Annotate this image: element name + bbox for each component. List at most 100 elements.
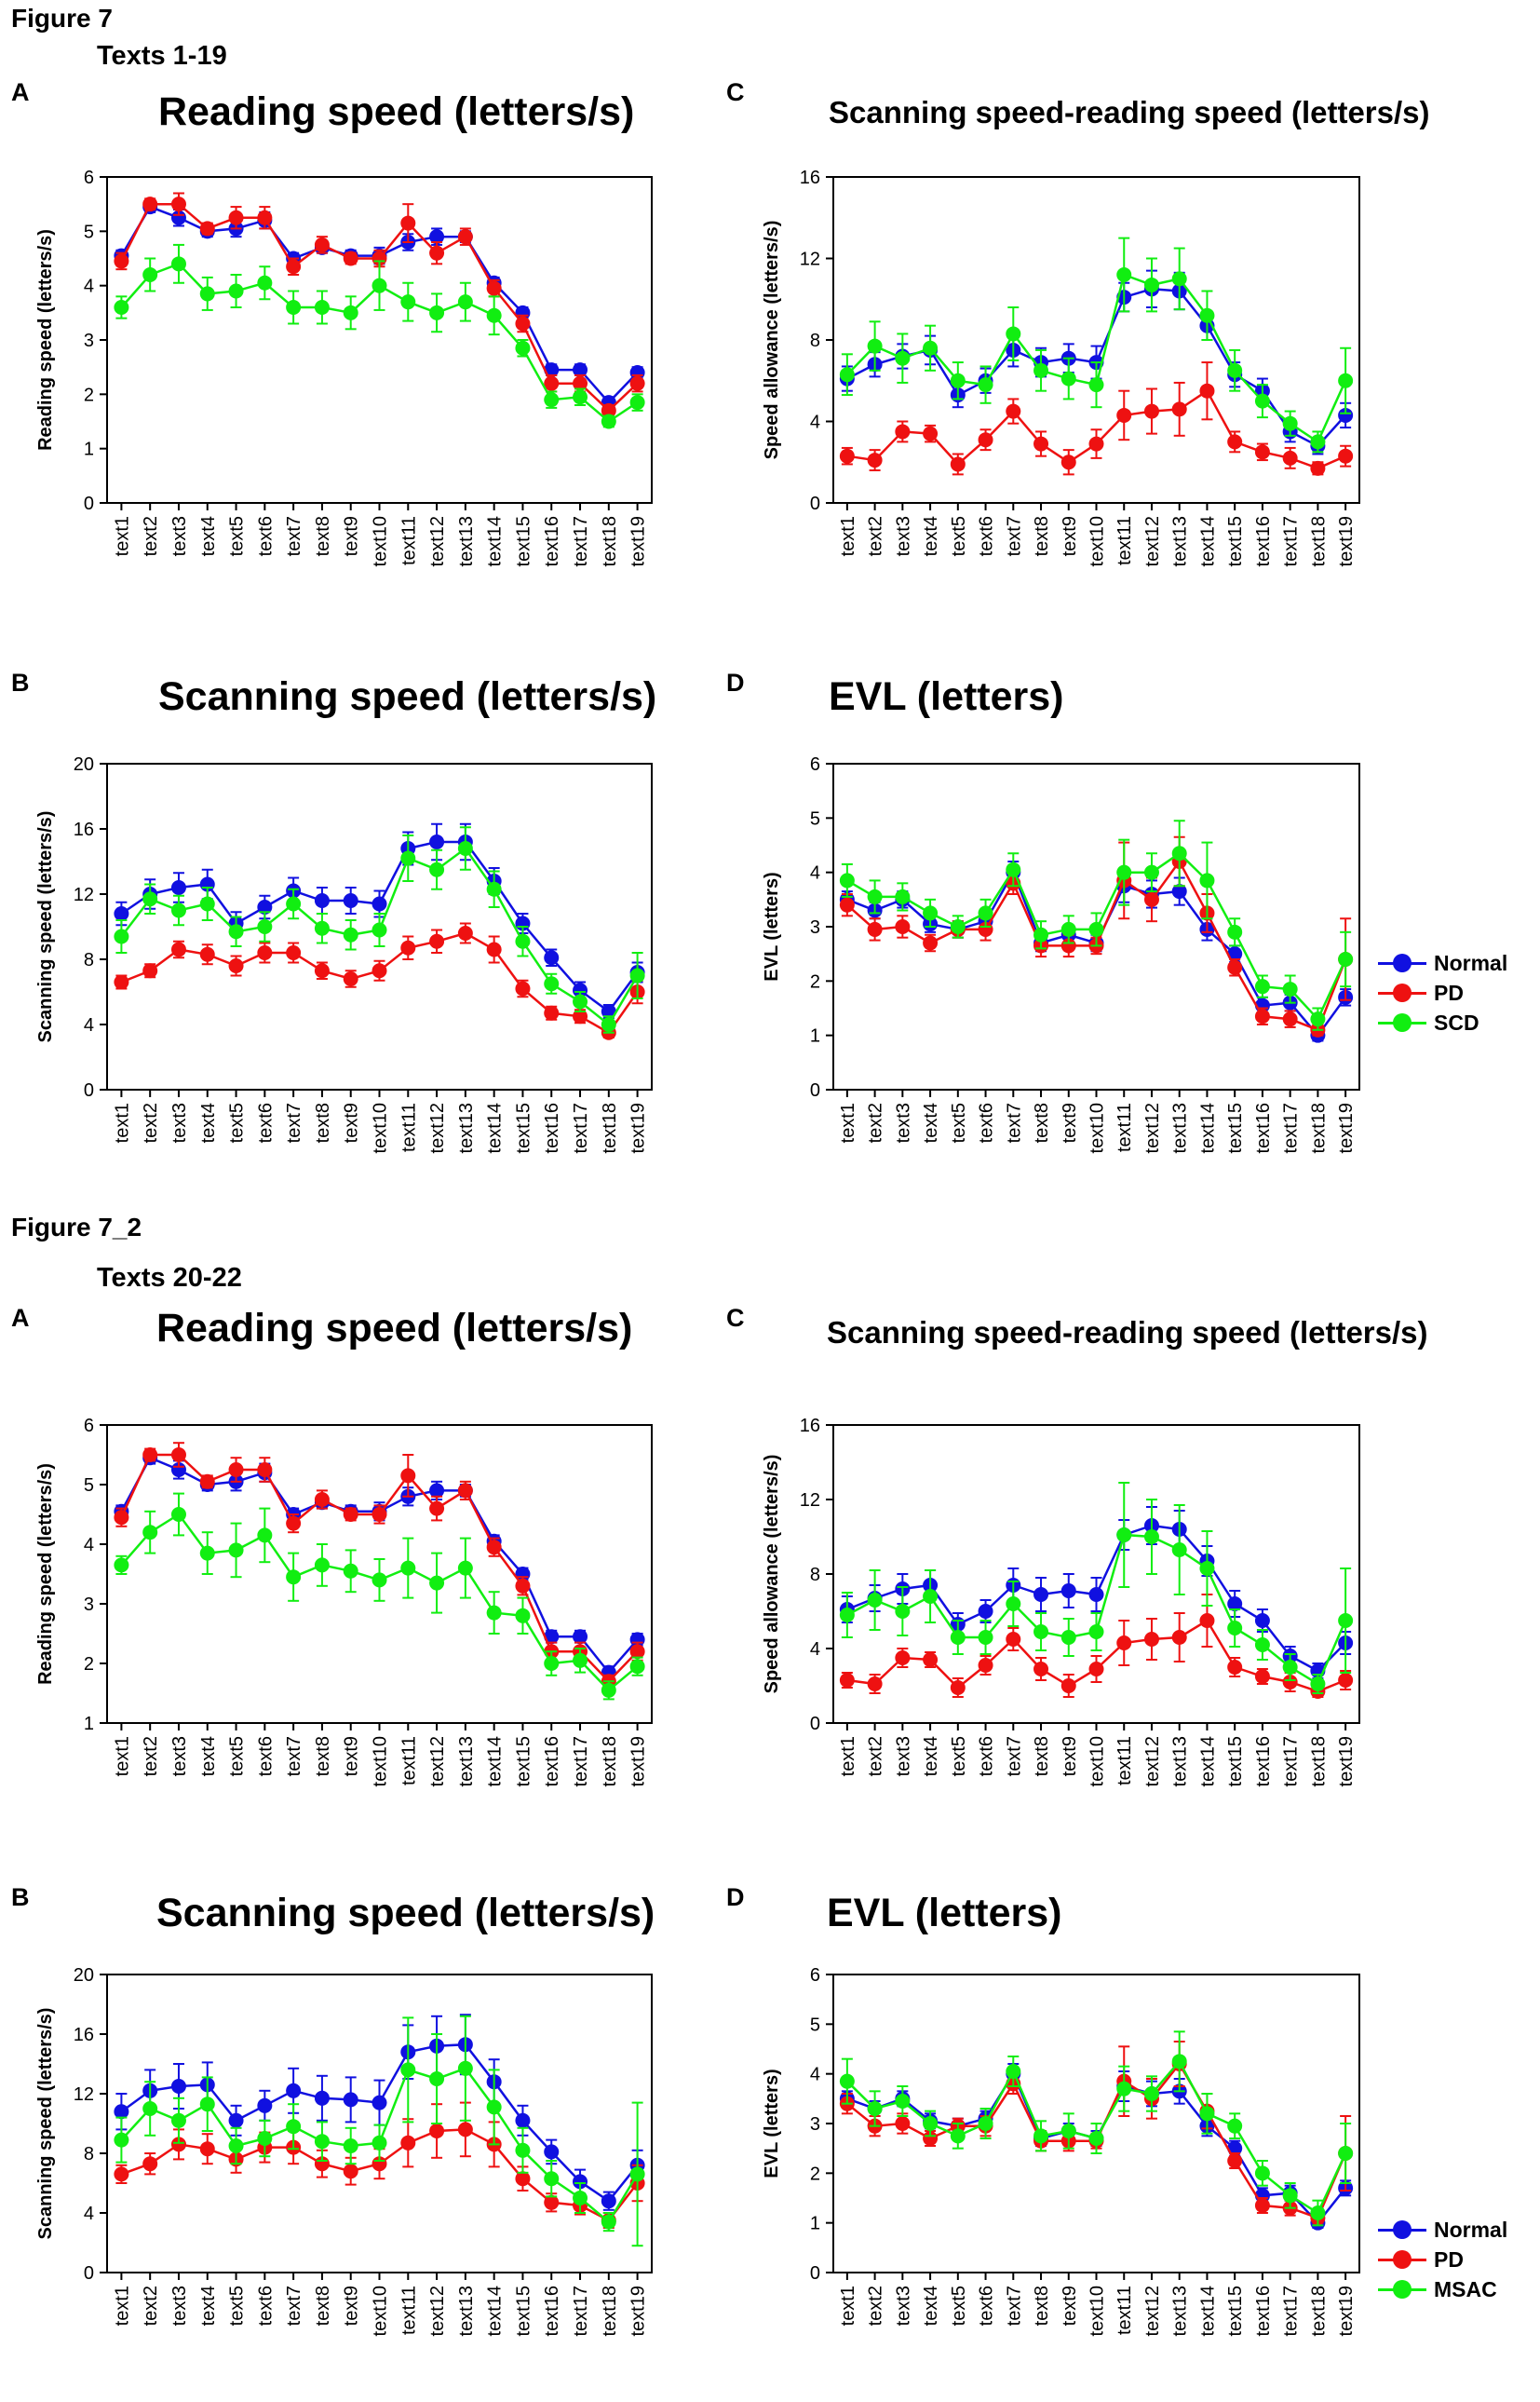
y-tick-label: 4 — [84, 1015, 94, 1036]
data-point-scd — [429, 862, 445, 877]
x-tick-label: text18 — [600, 2286, 620, 2336]
y-tick-label: 16 — [800, 168, 820, 188]
x-tick-label: text8 — [1032, 2286, 1052, 2326]
x-tick-label: text19 — [628, 1736, 649, 1786]
data-point-pd — [544, 375, 560, 391]
data-point-msac — [950, 1630, 966, 1645]
chart-scanning-speed: 0 4 8 12 16 20 Scanning speed (letters/s) text1… — [35, 1965, 653, 2336]
x-tick-label: text2 — [866, 1736, 886, 1776]
data-point-normal — [601, 2193, 616, 2209]
x-tick-label: text11 — [1114, 2286, 1135, 2335]
x-tick-label: text17 — [1281, 1103, 1302, 1153]
data-point-normal — [573, 1629, 588, 1645]
x-tick-label: text18 — [600, 516, 620, 566]
x-tick-label: text15 — [1225, 1103, 1246, 1153]
legend-item-scd: SCD — [1376, 1008, 1507, 1038]
x-tick-label: text9 — [342, 516, 362, 556]
x-tick-label: text6 — [255, 2286, 276, 2326]
y-tick-label: 1 — [84, 440, 94, 460]
y-tick-label: 20 — [74, 754, 94, 775]
x-tick-label: text5 — [949, 2286, 969, 2326]
y-tick-label: 4 — [84, 277, 94, 297]
data-point-pd — [601, 402, 616, 418]
data-point-pd — [1282, 1675, 1298, 1690]
data-point-normal — [629, 365, 645, 380]
x-tick-label: text15 — [513, 516, 534, 566]
data-point-scd — [314, 300, 330, 315]
data-point-normal — [515, 305, 531, 320]
x-tick-label: text8 — [313, 2286, 333, 2326]
x-tick-label: text13 — [1170, 1736, 1191, 1786]
data-point-normal — [228, 2112, 244, 2128]
data-point-scd — [1143, 864, 1159, 880]
data-point-normal — [257, 900, 273, 915]
data-point-scd — [142, 891, 158, 907]
y-tick-label: 5 — [810, 808, 820, 829]
series-scd — [114, 243, 645, 429]
x-tick-label: text13 — [456, 516, 477, 566]
x-tick-label: text11 — [399, 1736, 419, 1785]
legend-item-normal: Normal — [1376, 948, 1507, 978]
data-point-normal — [114, 906, 129, 921]
data-point-pd — [429, 245, 445, 261]
x-tick-label: text2 — [141, 2286, 161, 2326]
x-tick-label: text5 — [227, 516, 248, 556]
series-scd — [839, 237, 1354, 454]
data-point-normal — [544, 950, 560, 966]
legend-marker — [1393, 2250, 1412, 2269]
data-point-pd — [343, 1507, 358, 1522]
legend-item-pd: PD — [1376, 2245, 1507, 2274]
data-point-pd — [257, 945, 273, 960]
data-point-pd — [114, 2166, 129, 2182]
data-point-msac — [1060, 2124, 1076, 2138]
data-point-scd — [895, 350, 911, 366]
x-tick-label: text18 — [600, 1103, 620, 1153]
x-tick-label: text2 — [141, 1736, 161, 1776]
data-point-msac — [1088, 2131, 1104, 2146]
x-tick-label: text16 — [542, 516, 562, 566]
data-point-msac — [1282, 1660, 1298, 1675]
x-tick-label: text7 — [284, 516, 304, 556]
x-tick-label: text10 — [1087, 1103, 1108, 1153]
data-point-pd — [1006, 1632, 1021, 1647]
series-pd — [114, 922, 645, 1040]
data-point-scd — [1060, 371, 1076, 387]
data-point-normal — [314, 2090, 330, 2106]
x-tick-label: text3 — [893, 2286, 913, 2326]
x-tick-label: text14 — [1197, 1736, 1218, 1786]
x-tick-label: text5 — [227, 1736, 248, 1776]
data-point-pd — [1033, 1662, 1049, 1676]
data-point-normal — [1227, 1596, 1243, 1611]
x-tick-label: text10 — [1087, 516, 1108, 566]
series-scd — [114, 826, 645, 1034]
data-point-msac — [923, 2116, 939, 2131]
data-point-pd — [839, 448, 855, 464]
data-point-scd — [839, 367, 855, 383]
data-point-scd — [601, 1017, 616, 1032]
y-tick-label: 4 — [810, 413, 820, 433]
data-point-scd — [286, 896, 302, 912]
data-point-scd — [199, 896, 215, 912]
legend-marker — [1393, 2280, 1412, 2299]
data-point-scd — [1282, 415, 1298, 431]
y-tick-label: 16 — [74, 2025, 94, 2045]
x-tick-label: text18 — [600, 1736, 620, 1786]
x-tick-label: text2 — [141, 516, 161, 556]
panel-letter: D — [726, 669, 745, 697]
y-axis-label: Scanning speed (letters/s) — [35, 811, 56, 1043]
data-point-pd — [629, 1644, 645, 1660]
data-point-scd — [544, 976, 560, 992]
data-point-pd — [1143, 891, 1159, 907]
panel-letter: D — [726, 1883, 745, 1911]
x-tick-label: text4 — [921, 516, 941, 556]
data-point-normal — [286, 2083, 302, 2098]
data-point-scd — [314, 920, 330, 936]
x-tick-label: text8 — [313, 516, 333, 556]
data-point-scd — [1088, 921, 1104, 937]
data-point-msac — [371, 1572, 387, 1588]
data-point-msac — [228, 1542, 244, 1558]
data-point-pd — [978, 1658, 993, 1673]
x-tick-label: text11 — [399, 1103, 419, 1152]
data-point-pd — [429, 933, 445, 949]
data-point-msac — [1171, 1542, 1187, 1557]
